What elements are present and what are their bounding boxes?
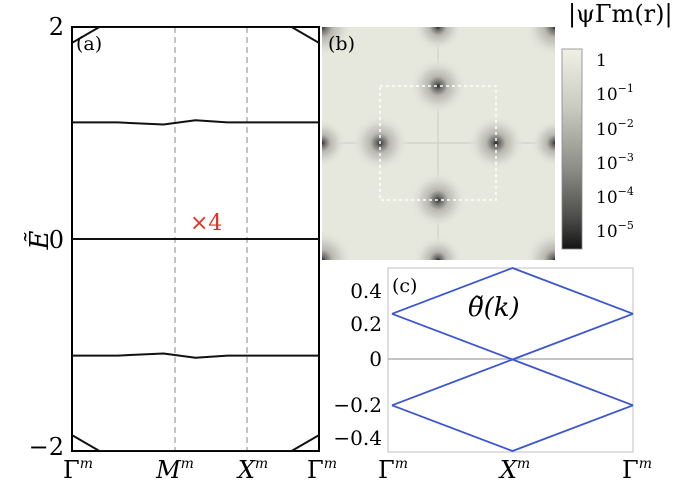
panel-a-label: (a) bbox=[76, 33, 102, 55]
ytick-c: −0.4 bbox=[333, 426, 382, 450]
node-spot bbox=[414, 236, 462, 260]
xtick-a-m: Mm bbox=[155, 456, 194, 484]
unit-cell-outline bbox=[379, 85, 497, 201]
panel-c-label: (c) bbox=[392, 275, 417, 297]
node-spot bbox=[322, 27, 352, 57]
theta-line bbox=[391, 404, 634, 452]
ytick-a-top: 2 bbox=[49, 13, 64, 41]
ytick-a-bottom: −2 bbox=[29, 433, 64, 461]
band-line bbox=[72, 119, 319, 126]
node-spot bbox=[414, 27, 462, 51]
colorbar-tick: 10−5 bbox=[596, 219, 634, 242]
node-spot bbox=[322, 230, 352, 260]
node-spot bbox=[525, 27, 555, 57]
band-line bbox=[72, 434, 319, 451]
ytick-c: 0.2 bbox=[350, 312, 382, 336]
node-spot bbox=[525, 230, 555, 260]
ytick-c: 0 bbox=[369, 347, 382, 371]
colorbar-ticks: 1 10−1 10−2 10−3 10−4 10−5 bbox=[596, 51, 634, 242]
xtick-c-x: Xm bbox=[498, 456, 530, 484]
panel-c-xticks: Γm Xm Γm bbox=[378, 456, 652, 484]
wavefunction-map bbox=[322, 27, 555, 260]
panel-a: (a) ×4 2 0 −2 Ẽ Γm Mm Xm Γm bbox=[23, 13, 337, 484]
xtick-a-gamma-start: Γm bbox=[63, 456, 93, 484]
panel-a-bands bbox=[72, 27, 319, 451]
panel-c-yticks: 0.4 0.2 0 −0.2 −0.4 bbox=[333, 279, 382, 450]
panel-c-title: θ̃(k) bbox=[468, 293, 520, 323]
theta-line bbox=[391, 267, 634, 315]
node-spot bbox=[410, 58, 466, 114]
colorbar-tick: 10−1 bbox=[596, 82, 634, 105]
band-line bbox=[72, 352, 319, 359]
panel-a-ylabel: Ẽ bbox=[23, 230, 55, 250]
colorbar-tick: 10−3 bbox=[596, 151, 634, 174]
panel-b: (b) |ψΓm(r)| 1 10−1 10−2 10−3 10−4 10−5 bbox=[322, 0, 673, 260]
node-spot bbox=[531, 119, 555, 167]
ytick-c: −0.2 bbox=[333, 393, 382, 417]
panel-a-yticks: 2 0 −2 bbox=[29, 13, 64, 461]
xtick-c-gamma-end: Γm bbox=[622, 456, 652, 484]
panel-b-title: |ψΓm(r)| bbox=[568, 0, 673, 29]
theta-line bbox=[391, 358, 634, 407]
panel-a-xticks: Γm Mm Xm Γm bbox=[63, 456, 337, 484]
degeneracy-annotation: ×4 bbox=[190, 211, 222, 236]
panel-b-label: (b) bbox=[328, 33, 355, 55]
panel-c: (c) θ̃(k) 0.4 0.2 0 −0.2 −0.4 Γm Xm Γm bbox=[333, 267, 652, 484]
colorbar bbox=[561, 48, 583, 250]
panel-c-lines bbox=[391, 267, 634, 452]
band-line bbox=[72, 27, 319, 44]
ytick-c: 0.4 bbox=[350, 279, 382, 303]
ytick-a-mid: 0 bbox=[49, 226, 64, 254]
node-spot bbox=[322, 119, 346, 167]
xtick-c-gamma-start: Γm bbox=[378, 456, 408, 484]
node-spot bbox=[468, 115, 524, 171]
xtick-a-x: Xm bbox=[236, 456, 268, 484]
xtick-a-gamma-end: Γm bbox=[307, 456, 337, 484]
colorbar-tick: 10−4 bbox=[596, 185, 634, 208]
colorbar-tick: 10−2 bbox=[596, 117, 634, 140]
colorbar-tick: 1 bbox=[596, 51, 607, 71]
